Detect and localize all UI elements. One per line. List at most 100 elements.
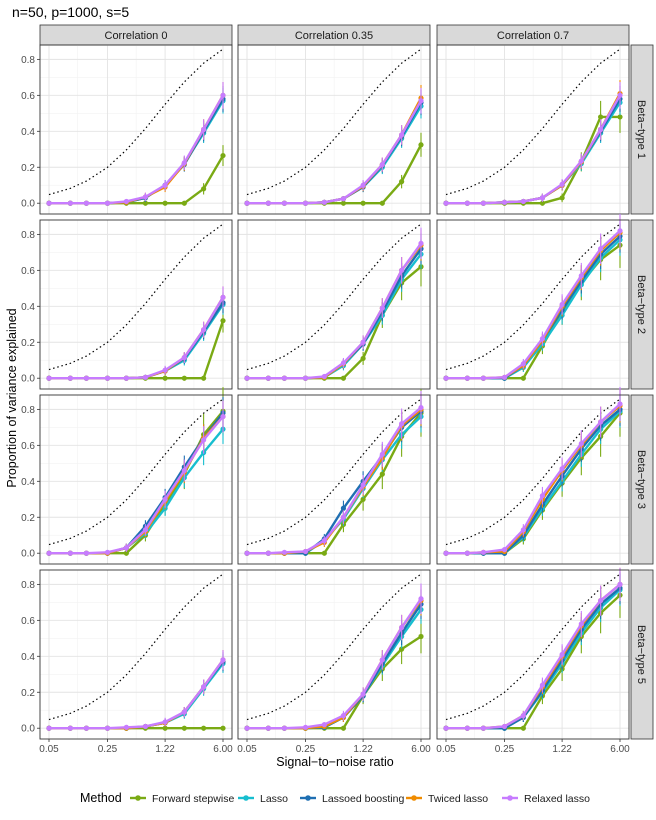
data-point	[281, 549, 288, 555]
data-point	[617, 114, 623, 120]
data-point	[617, 228, 623, 234]
oracle-curve	[445, 48, 621, 196]
legend-key-point	[411, 795, 417, 801]
series-line	[247, 100, 423, 205]
data-point	[244, 375, 250, 381]
data-point	[340, 196, 347, 202]
data-point	[142, 723, 149, 730]
series-line	[446, 403, 621, 555]
oracle-curve	[48, 223, 224, 371]
y-tick-label: 0.8	[21, 405, 35, 416]
data-point	[162, 375, 168, 381]
legend-title: Method	[80, 791, 122, 805]
data-point	[123, 545, 129, 551]
data-point	[539, 682, 546, 688]
panel-border	[39, 219, 233, 390]
data-point	[201, 126, 207, 133]
panel-2-3	[436, 213, 630, 390]
series-line	[49, 296, 225, 380]
data-point	[340, 200, 347, 206]
y-tick-label: 0.0	[21, 374, 35, 385]
data-point	[539, 195, 546, 201]
panel-4-1: 0.0 0.2 0.4 0.6 0.8 0.05 0.25 1.22 6.00	[21, 569, 233, 755]
legend-key-point	[507, 795, 513, 801]
data-point	[399, 267, 405, 273]
series-relaxed-lasso	[244, 390, 424, 556]
data-point	[104, 725, 111, 731]
data-point	[617, 92, 623, 98]
data-point	[520, 361, 526, 367]
panel-2-1: 0.0 0.2 0.4 0.6 0.8	[21, 219, 233, 390]
data-point	[520, 725, 526, 731]
panel-border	[39, 394, 233, 565]
data-point	[162, 367, 168, 373]
data-point	[220, 657, 226, 663]
data-point	[281, 725, 288, 731]
data-point	[201, 684, 207, 690]
x-tick-label: 0.05	[237, 744, 257, 755]
legend: Method Forward stepwise Lasso Lassoed boos…	[80, 791, 590, 805]
data-point	[244, 200, 250, 206]
data-point	[201, 437, 207, 443]
data-point	[265, 200, 271, 206]
data-point	[578, 440, 584, 447]
legend-item-forward-stepwise: Forward stepwise	[130, 793, 234, 805]
panel-border	[436, 219, 630, 390]
panel-2-2	[237, 219, 431, 390]
y-tick-label: 0.4	[21, 127, 35, 138]
series-relaxed-lasso	[46, 400, 226, 556]
data-point	[162, 200, 168, 206]
panel-border	[436, 569, 630, 740]
data-point	[67, 200, 73, 206]
data-point	[539, 336, 546, 342]
data-point	[321, 373, 327, 380]
data-point	[360, 691, 366, 697]
data-point	[340, 360, 347, 366]
panel-border	[237, 394, 431, 565]
data-point	[443, 375, 449, 381]
data-point	[360, 482, 366, 488]
data-point	[162, 725, 168, 731]
legend-item-lassoed-boosting: Lassoed boosting	[300, 793, 404, 805]
data-point	[598, 419, 604, 425]
data-point	[418, 98, 424, 104]
row-strip-label: Beta−type 2	[635, 275, 647, 334]
data-point	[265, 375, 271, 381]
data-point	[302, 724, 309, 730]
data-point	[201, 327, 207, 333]
data-point	[418, 240, 424, 246]
x-tick-label: 0.25	[495, 744, 515, 755]
x-tick-label: 0.05	[436, 744, 456, 755]
data-point	[201, 375, 207, 381]
data-point	[340, 514, 347, 520]
column-strip-label: Correlation 0.35	[295, 30, 373, 42]
data-point	[142, 194, 149, 200]
data-point	[464, 200, 470, 206]
data-point	[360, 182, 366, 188]
data-point	[162, 719, 168, 725]
panel-1-3	[436, 44, 630, 215]
data-point	[443, 725, 449, 731]
series-line	[247, 598, 422, 730]
y-tick-label: 0.8	[21, 580, 35, 591]
data-point	[520, 198, 526, 205]
data-point	[443, 200, 449, 206]
legend-label: Twiced lasso	[428, 793, 488, 805]
data-point	[340, 713, 347, 719]
series-relaxed-lasso	[443, 386, 623, 556]
data-point	[617, 581, 623, 587]
legend-key-point	[135, 795, 141, 801]
oracle-curve	[445, 223, 621, 371]
data-point	[181, 467, 187, 474]
data-point	[83, 375, 90, 381]
y-tick-label: 0.0	[21, 549, 35, 560]
data-point	[302, 200, 309, 206]
data-point	[123, 198, 129, 205]
series-relaxed-lasso	[46, 286, 226, 381]
panel-border	[436, 44, 630, 215]
data-point	[598, 246, 604, 252]
oracle-curve	[48, 573, 224, 721]
row-strip	[630, 569, 654, 740]
column-strip-label: Correlation 0	[105, 30, 168, 42]
